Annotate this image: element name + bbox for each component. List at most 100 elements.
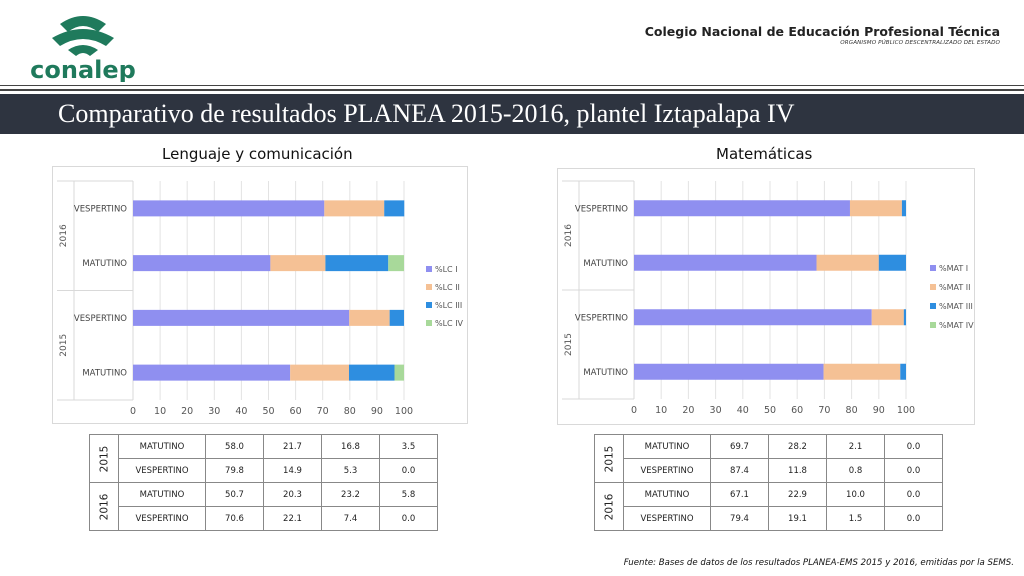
legend-label: %MAT I: [939, 264, 968, 273]
value-cell: 0.8: [826, 458, 885, 483]
value-cell: 5.3: [321, 458, 380, 483]
organization-block: Colegio Nacional de Educación Profesiona…: [645, 24, 1000, 46]
year-label: 2015: [602, 445, 615, 472]
x-tick-label: 30: [710, 405, 722, 416]
legend-label: %LC IV: [435, 319, 464, 328]
bar-segment: [903, 309, 906, 326]
bar-segment: [384, 200, 405, 217]
page-title: Comparativo de resultados PLANEA 2015-20…: [58, 99, 795, 128]
x-tick-label: 80: [344, 406, 356, 417]
organization-name: Colegio Nacional de Educación Profesiona…: [644, 24, 1000, 39]
legend-swatch: [426, 266, 432, 272]
chart-matematicas-svg: 0 10 20 30 40 50 60 70 80 90 1002016VESPERTINOMATU…: [562, 180, 974, 416]
header-rule: [0, 85, 1024, 86]
shift-cell: VESPERTINO: [118, 506, 206, 531]
results-table-lenguaje: 2015 MATUTINO 58.0 21.7 16.8 3.5 VESPERTINO 79.…: [89, 434, 438, 531]
x-tick-label: 50: [262, 406, 274, 417]
value-cell: 16.8: [321, 434, 380, 459]
shift-cell: VESPERTINO: [118, 458, 206, 483]
x-tick-label: 40: [737, 405, 749, 416]
bar-segment: [324, 200, 385, 217]
shift-cell: MATUTINO: [118, 482, 206, 507]
bar-segment: [133, 200, 325, 217]
legend-label: %LC I: [435, 265, 458, 274]
value-cell: 22.1: [263, 506, 322, 531]
year-group-label: 2015: [59, 334, 69, 357]
value-cell: 0.0: [884, 434, 943, 459]
x-tick-label: 80: [846, 405, 858, 416]
category-label: VESPERTINO: [74, 204, 127, 214]
x-tick-label: 20: [682, 405, 694, 416]
organization-subtitle: ORGANISMO PÚBLICO DESCENTRALIZADO DEL ES…: [840, 40, 1000, 46]
legend-label: %LC II: [435, 283, 460, 292]
bar-segment: [816, 254, 879, 271]
x-tick-label: 10: [154, 406, 166, 417]
year-cell: 2015: [594, 434, 624, 483]
table-row: 2015 MATUTINO 69.7 28.2 2.1 0.0: [594, 434, 943, 483]
value-cell: 7.4: [321, 506, 380, 531]
value-cell: 0.0: [884, 482, 943, 507]
category-label: VESPERTINO: [575, 204, 628, 214]
year-label: 2016: [97, 493, 110, 520]
year-group-label: 2015: [564, 333, 574, 356]
logo-text: conalep: [30, 56, 136, 82]
bar-segment: [133, 364, 291, 381]
value-cell: 70.6: [205, 506, 264, 531]
chart-title-lenguaje: Lenguaje y comunicación: [162, 145, 353, 163]
category-label: VESPERTINO: [575, 313, 628, 323]
value-cell: 58.0: [205, 434, 264, 459]
bar-segment: [133, 255, 271, 272]
value-cell: 0.0: [884, 506, 943, 531]
bar-segment: [325, 255, 389, 272]
bar-segment: [634, 363, 824, 380]
category-label: MATUTINO: [583, 368, 628, 378]
x-tick-label: 70: [818, 405, 830, 416]
x-tick-label: 60: [290, 406, 302, 417]
x-tick-label: 70: [317, 406, 329, 417]
table-row: VESPERTINO 87.4 11.8 0.8 0.0: [595, 458, 943, 483]
conalep-logo: conalep: [28, 10, 138, 84]
x-tick-label: 30: [208, 406, 220, 417]
value-cell: 2.1: [826, 434, 885, 459]
value-cell: 50.7: [205, 482, 264, 507]
value-cell: 67.1: [710, 482, 769, 507]
bar-segment: [871, 309, 904, 326]
bar-segment: [389, 309, 404, 326]
table-row: VESPERTINO 79.4 19.1 1.5 0.0: [595, 506, 943, 531]
x-tick-label: 100: [395, 406, 413, 417]
bar-segment: [634, 200, 850, 217]
shift-cell: MATUTINO: [623, 482, 711, 507]
bar-segment: [394, 364, 404, 381]
title-banner: [0, 94, 1024, 134]
bar-segment: [634, 254, 817, 271]
category-label: MATUTINO: [82, 259, 127, 269]
bar-segment: [348, 364, 395, 381]
value-cell: 22.9: [768, 482, 827, 507]
bar-segment: [290, 364, 349, 381]
year-cell: 2016: [89, 482, 119, 531]
x-tick-label: 100: [897, 405, 915, 416]
value-cell: 19.1: [768, 506, 827, 531]
table-row: 2016 MATUTINO 67.1 22.9 10.0 0.0: [594, 482, 943, 531]
value-cell: 11.8: [768, 458, 827, 483]
value-cell: 0.0: [884, 458, 943, 483]
year-group-label: 2016: [59, 224, 69, 247]
table-row: 2016 MATUTINO 50.7 20.3 23.2 5.8: [89, 482, 438, 531]
bar-segment: [634, 309, 872, 326]
x-tick-label: 0: [130, 406, 136, 417]
year-cell: 2015: [89, 434, 119, 483]
results-table-matematicas: 2015 MATUTINO 69.7 28.2 2.1 0.0 VESPERTINO 87.4…: [594, 434, 943, 531]
year-group-label: 2016: [564, 224, 574, 247]
value-cell: 87.4: [710, 458, 769, 483]
value-cell: 79.8: [205, 458, 264, 483]
value-cell: 3.5: [379, 434, 438, 459]
legend-swatch: [930, 265, 936, 271]
legend-label: %LC III: [435, 301, 462, 310]
chart-lenguaje-svg: 0 10 20 30 40 50 60 70 80 90 100 2016 VESPERTINO MATU…: [57, 180, 464, 417]
table-row: 2015 MATUTINO 58.0 21.7 16.8 3.5: [89, 434, 438, 483]
legend-swatch: [426, 320, 432, 326]
bar-segment: [349, 309, 390, 326]
x-tick-label: 90: [371, 406, 383, 417]
bar-segment: [388, 255, 404, 272]
value-cell: 10.0: [826, 482, 885, 507]
